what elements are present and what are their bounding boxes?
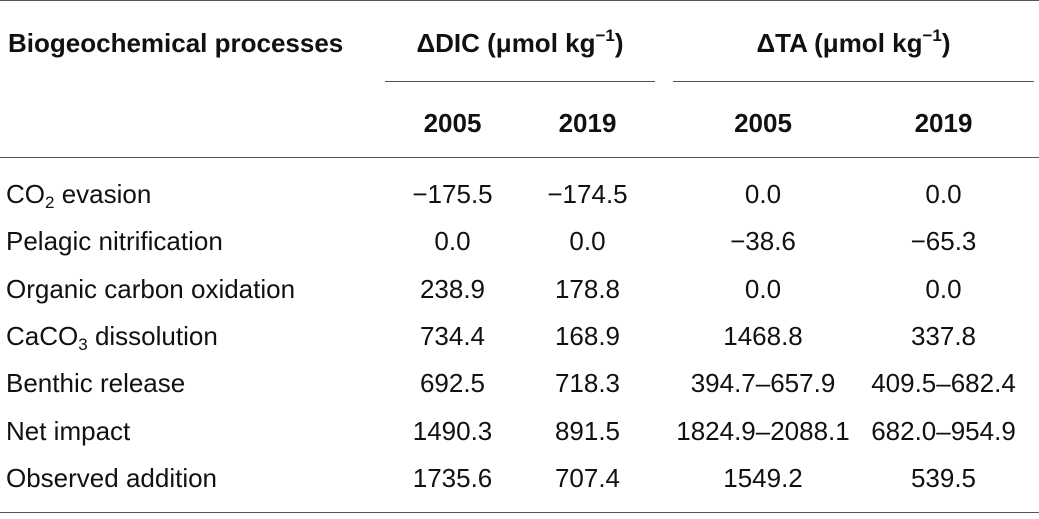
table-cell: 0.0: [434, 226, 471, 256]
row-label-text-rest: dissolution: [87, 321, 218, 351]
header-ta-suffix: ): [941, 28, 951, 58]
row-label: Pelagic nitrification: [6, 226, 223, 256]
row-label-subscript: 2: [45, 193, 55, 212]
table-cell: −38.6: [730, 226, 796, 256]
row-label-text: CO: [6, 179, 45, 209]
table-cell: 682.0–954.9: [871, 416, 1016, 446]
row-label-text: Observed addition: [6, 463, 218, 493]
row-label-text: CaCO: [6, 321, 79, 351]
table-cell: 734.4: [419, 321, 486, 351]
row-label: Benthic release: [6, 368, 185, 398]
row-label-subscript: 3: [78, 335, 88, 354]
table-cell: 1468.8: [723, 321, 803, 351]
table-cell: 0.0: [925, 274, 962, 304]
header-dic-suffix: ): [614, 28, 624, 58]
table-cell: 394.7–657.9: [690, 368, 836, 398]
table-cell: 0.0: [925, 179, 962, 209]
header-ta-sup: −1: [922, 26, 942, 45]
row-label: Organic carbon oxidation: [6, 274, 295, 304]
table-cell: −174.5: [547, 179, 628, 209]
row-label: CO2 evasion: [6, 179, 152, 212]
row-label-text: Organic carbon oxidation: [6, 274, 296, 304]
table-cell: 718.3: [554, 368, 621, 398]
table-cell: 891.5: [554, 416, 621, 446]
row-label-text-rest: evasion: [54, 179, 152, 209]
table-cell: 0.0: [569, 226, 606, 256]
table-cell: 1549.2: [723, 463, 803, 493]
row-label-text: Pelagic nitrification: [6, 226, 223, 256]
table-cell: 1490.3: [412, 416, 493, 446]
table-cell: 1735.6: [412, 463, 493, 493]
table-cell: 168.9: [554, 321, 621, 351]
year-ta-2019: 2019: [914, 108, 973, 138]
table-cell: 707.4: [554, 463, 621, 493]
year-ta-2005: 2005: [734, 108, 792, 138]
header-ta-prefix: ΔTA (μmol kg: [756, 28, 923, 58]
table-cell: 0.0: [744, 179, 782, 209]
year-dic-2005: 2005: [423, 108, 482, 138]
row-label-text: Net impact: [6, 416, 131, 446]
table-cell: 337.8: [910, 321, 977, 351]
year-dic-2019: 2019: [558, 108, 617, 138]
header-bottom-rule: [0, 157, 1039, 158]
table-cell: 692.5: [419, 368, 486, 398]
table-cell: 539.5: [910, 463, 977, 493]
row-label: Observed addition: [6, 463, 217, 493]
header-process-label: Biogeochemical processes: [8, 28, 344, 58]
header-dic: ΔDIC (μmol kg−1): [385, 26, 655, 58]
header-dic-sup: −1: [595, 26, 615, 45]
table-cell: −65.3: [910, 226, 977, 256]
header-ta: ΔTA (μmol kg−1): [673, 26, 1034, 58]
table-cell: 0.0: [744, 274, 782, 304]
row-label-text: Benthic release: [6, 368, 186, 398]
table-cell: 1824.9–2088.1: [676, 416, 850, 446]
top-rule: [0, 0, 1039, 1]
table-cell: 178.8: [554, 274, 621, 304]
row-label: Net impact: [6, 416, 130, 446]
ta-group-rule: [673, 81, 1034, 82]
table-cell: 409.5–682.4: [871, 368, 1016, 398]
table-cell: −175.5: [412, 179, 493, 209]
table-cell: 238.9: [419, 274, 486, 304]
header-process: Biogeochemical processes: [8, 28, 343, 58]
dic-group-rule: [385, 81, 655, 82]
header-dic-prefix: ΔDIC (μmol kg: [416, 28, 596, 58]
bottom-rule: [0, 512, 1039, 513]
row-label: CaCO3 dissolution: [6, 321, 218, 354]
